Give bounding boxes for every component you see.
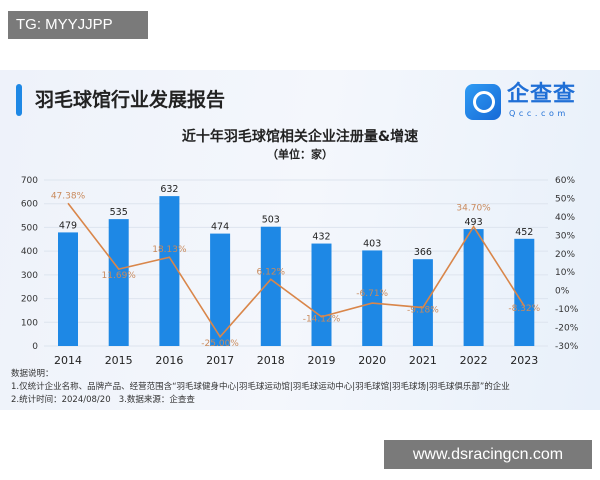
y-tick-right: -20% bbox=[555, 324, 579, 334]
notes-heading: 数据说明： bbox=[11, 369, 54, 379]
bar-value-label: 479 bbox=[59, 220, 77, 231]
y-tick-right: 40% bbox=[555, 213, 575, 223]
title-accent bbox=[16, 84, 22, 116]
bar-value-label: 493 bbox=[465, 217, 483, 228]
bar-value-label: 432 bbox=[312, 232, 330, 243]
growth-label: 18.13% bbox=[152, 245, 187, 255]
bar bbox=[412, 259, 433, 346]
bar-value-label: 403 bbox=[363, 238, 381, 249]
x-tick: 2015 bbox=[105, 354, 133, 367]
bar bbox=[260, 226, 281, 346]
report-title: 羽毛球馆行业发展报告 bbox=[35, 89, 226, 111]
bar-value-label: 452 bbox=[515, 227, 533, 238]
watermark: www.dsracingcn.com bbox=[384, 440, 592, 469]
y-tick-left: 200 bbox=[21, 295, 38, 305]
growth-label: -14.12% bbox=[303, 315, 341, 325]
y-tick-left: 500 bbox=[21, 223, 38, 233]
bar bbox=[362, 250, 383, 346]
bar bbox=[58, 232, 78, 346]
y-tick-right: 30% bbox=[555, 231, 575, 241]
y-tick-left: 400 bbox=[21, 247, 38, 257]
bar-value-label: 632 bbox=[160, 184, 178, 195]
y-tick-left: 300 bbox=[21, 271, 38, 281]
x-tick: 2018 bbox=[257, 354, 285, 367]
y-tick-left: 600 bbox=[21, 200, 38, 210]
y-tick-right: -30% bbox=[555, 342, 579, 352]
x-tick: 2016 bbox=[155, 354, 183, 367]
bar bbox=[311, 243, 332, 346]
y-tick-right: -10% bbox=[555, 305, 579, 315]
bar bbox=[108, 219, 129, 346]
x-tick: 2023 bbox=[510, 354, 538, 367]
bar-value-label: 366 bbox=[414, 247, 432, 258]
x-tick: 2017 bbox=[206, 354, 234, 367]
bar-value-label: 503 bbox=[262, 215, 280, 226]
notes-line-1: 1.仅统计企业名称、品牌产品、经营范围含“羽毛球健身中心|羽毛球运动馆|羽毛球运… bbox=[11, 382, 510, 392]
y-tick-left: 0 bbox=[32, 342, 38, 352]
growth-label: 6.12% bbox=[257, 267, 286, 277]
y-tick-left: 700 bbox=[21, 176, 38, 186]
data-notes: 数据说明： 1.仅统计企业名称、品牌产品、经营范围含“羽毛球健身中心|羽毛球运动… bbox=[11, 368, 596, 407]
y-tick-right: 10% bbox=[555, 268, 575, 278]
notes-line-2: 2.统计时间：2024/08/20 3.数据来源：企查查 bbox=[11, 395, 195, 405]
y-tick-right: 50% bbox=[555, 194, 575, 204]
chart-title: 近十年羽毛球馆相关企业注册量&增速 bbox=[181, 129, 419, 145]
chart-subtitle: （单位：家） bbox=[267, 148, 333, 161]
growth-label: -25.00% bbox=[201, 339, 239, 349]
x-tick: 2020 bbox=[358, 354, 386, 367]
bar-value-label: 535 bbox=[110, 207, 128, 218]
growth-line bbox=[67, 202, 525, 339]
y-tick-right: 60% bbox=[555, 176, 575, 186]
bar bbox=[463, 229, 484, 346]
growth-label: -8.32% bbox=[508, 304, 540, 314]
x-tick: 2019 bbox=[308, 354, 336, 367]
x-tick: 2021 bbox=[409, 354, 437, 367]
bar bbox=[514, 238, 535, 346]
y-tick-left: 100 bbox=[21, 318, 38, 328]
y-tick-right: 20% bbox=[555, 250, 575, 260]
x-tick: 2022 bbox=[460, 354, 488, 367]
bar bbox=[159, 196, 180, 346]
y-tick-right: 0% bbox=[555, 287, 570, 297]
growth-label: -6.71% bbox=[356, 289, 388, 299]
bar-value-label: 474 bbox=[211, 222, 229, 233]
report-card bbox=[0, 70, 600, 410]
logo-sub: Qcc.com bbox=[509, 109, 569, 118]
overlay-label: TG: MYYJJPP bbox=[8, 11, 148, 39]
x-tick: 2014 bbox=[54, 354, 82, 367]
growth-label: 47.38% bbox=[51, 191, 86, 201]
growth-label: -9.18% bbox=[407, 306, 439, 316]
logo-text: 企查查 bbox=[507, 82, 577, 107]
bar bbox=[210, 233, 231, 346]
qcc-logo-icon bbox=[465, 84, 501, 120]
growth-label: 11.69% bbox=[102, 271, 137, 281]
growth-label: 34.70% bbox=[456, 204, 491, 214]
